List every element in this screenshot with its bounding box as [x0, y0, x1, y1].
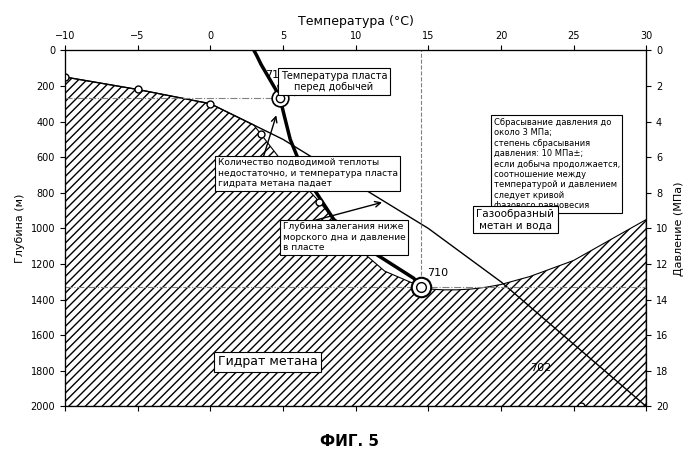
Text: 711: 711: [266, 70, 287, 94]
Polygon shape: [65, 77, 647, 406]
Text: Температура пласта
перед добычей: Температура пласта перед добычей: [280, 71, 387, 92]
Y-axis label: Глубина (м): Глубина (м): [15, 194, 25, 263]
X-axis label: Температура (°C): Температура (°C): [298, 15, 414, 28]
Text: Гидрат метана: Гидрат метана: [217, 356, 317, 369]
Text: Глубина залегания ниже
морского дна и давление
в пласте: Глубина залегания ниже морского дна и да…: [283, 222, 405, 252]
Text: 702: 702: [530, 363, 552, 373]
Text: ФИГ. 5: ФИГ. 5: [320, 433, 379, 449]
Y-axis label: Давление (МПа): Давление (МПа): [674, 181, 684, 276]
Text: Газообразный
метан и вода: Газообразный метан и вода: [477, 209, 554, 230]
Text: Сбрасывание давления до
около 3 МПа;
степень сбрасывания
давления: 10 МПа±;
если: Сбрасывание давления до около 3 МПа; сте…: [493, 118, 620, 210]
Text: 710: 710: [427, 269, 448, 279]
Text: Количество подводимой теплоты
недостаточно, и температура пласта
гидрата метана : Количество подводимой теплоты недостаточ…: [217, 158, 398, 188]
